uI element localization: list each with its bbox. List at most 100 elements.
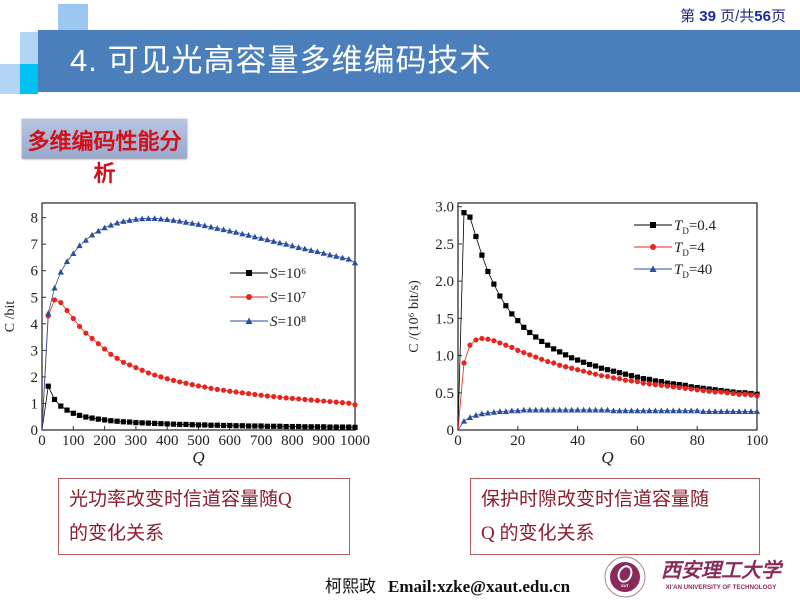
data-point-square bbox=[598, 365, 605, 371]
data-point-circle bbox=[314, 397, 321, 404]
data-point-circle bbox=[664, 383, 670, 389]
data-point-square bbox=[473, 233, 479, 240]
data-point-circle bbox=[321, 398, 327, 404]
data-point-triangle bbox=[532, 406, 539, 413]
data-point-circle bbox=[688, 386, 694, 392]
data-point-triangle bbox=[646, 407, 653, 414]
y-tick-label: 8 bbox=[31, 211, 39, 227]
data-point-triangle bbox=[164, 216, 171, 223]
y-tick-label: 5 bbox=[31, 290, 39, 306]
data-point-triangle bbox=[729, 408, 737, 414]
data-point-circle bbox=[575, 367, 581, 373]
y-tick-label: 0 bbox=[31, 423, 39, 439]
data-point-triangle bbox=[295, 244, 302, 250]
data-point-square bbox=[58, 403, 64, 409]
data-point-triangle bbox=[460, 417, 468, 424]
x-axis-label: Q bbox=[192, 448, 204, 467]
y-tick-label: 3 bbox=[31, 343, 39, 359]
data-point-triangle bbox=[724, 408, 731, 414]
y-tick-label: 4 bbox=[31, 317, 39, 333]
data-point-circle bbox=[214, 386, 220, 392]
data-point-circle bbox=[177, 379, 183, 385]
data-point-triangle bbox=[70, 250, 77, 257]
data-point-triangle bbox=[114, 219, 121, 226]
data-point-circle bbox=[308, 397, 314, 403]
y-axis-label: C /(10⁶ bit/s) bbox=[407, 280, 422, 353]
data-point-circle bbox=[724, 390, 730, 396]
data-point-circle bbox=[604, 373, 611, 380]
data-point-circle bbox=[491, 338, 497, 344]
data-point-triangle bbox=[706, 408, 713, 414]
x-tick-label: 100 bbox=[746, 433, 769, 449]
data-point-triangle bbox=[151, 215, 158, 221]
data-point-circle bbox=[754, 393, 760, 399]
y-tick-label: 3.0 bbox=[435, 200, 454, 216]
data-point-triangle bbox=[592, 406, 599, 413]
data-point-square bbox=[245, 423, 252, 429]
data-point-square bbox=[89, 415, 95, 421]
data-point-circle bbox=[670, 384, 676, 390]
data-point-square bbox=[652, 378, 658, 384]
data-point-triangle bbox=[270, 238, 277, 244]
data-point-circle bbox=[108, 351, 114, 357]
series-line bbox=[41, 217, 356, 431]
data-point-square bbox=[214, 422, 220, 428]
data-point-square bbox=[575, 357, 581, 363]
data-point-circle bbox=[220, 387, 227, 393]
plot-frame bbox=[457, 202, 758, 431]
data-point-square bbox=[202, 422, 208, 428]
data-point-square bbox=[646, 376, 652, 382]
data-point-square bbox=[233, 423, 239, 429]
x-tick-label: 40 bbox=[570, 433, 585, 449]
data-point-square bbox=[461, 210, 467, 216]
legend-label: S=10⁶ bbox=[270, 266, 306, 282]
y-tick-label: 1 bbox=[31, 396, 39, 412]
x-tick-label: 400 bbox=[156, 433, 179, 449]
data-point-square bbox=[314, 424, 321, 430]
data-point-triangle bbox=[472, 412, 480, 418]
data-point-square bbox=[189, 422, 195, 428]
data-point-triangle bbox=[258, 235, 265, 241]
data-point-square bbox=[604, 367, 611, 373]
data-point-circle bbox=[736, 391, 742, 397]
data-point-circle bbox=[580, 368, 587, 374]
data-point-triangle bbox=[628, 407, 635, 414]
data-point-square bbox=[302, 424, 308, 430]
data-point-circle bbox=[158, 374, 164, 380]
data-point-triangle bbox=[182, 219, 190, 225]
university-logo: XUT 西安理工大学 XI'AN UNIVERSITY OF TECHNOLOG… bbox=[604, 556, 784, 598]
data-point-circle bbox=[694, 387, 700, 393]
data-point-square bbox=[616, 370, 623, 376]
data-point-triangle bbox=[245, 317, 253, 324]
data-point-square bbox=[569, 355, 575, 361]
data-point-square bbox=[592, 363, 599, 369]
legend-label: TD=4 bbox=[674, 240, 705, 258]
data-point-square bbox=[485, 268, 491, 275]
series-line bbox=[457, 409, 757, 431]
data-point-circle bbox=[83, 330, 89, 336]
series-0 bbox=[41, 383, 358, 431]
data-point-circle bbox=[95, 341, 101, 347]
data-point-square bbox=[170, 421, 177, 427]
data-point-square bbox=[557, 349, 563, 355]
x-tick-label: 700 bbox=[250, 433, 273, 449]
caption-right-line2: Q 的变化关系 bbox=[481, 523, 595, 544]
data-point-circle bbox=[557, 362, 563, 368]
data-point-square bbox=[120, 419, 126, 425]
data-point-circle bbox=[70, 315, 76, 322]
data-point-square bbox=[670, 381, 676, 387]
data-point-square bbox=[239, 423, 245, 429]
data-point-circle bbox=[473, 337, 479, 343]
data-point-circle bbox=[258, 392, 264, 398]
data-point-circle bbox=[527, 352, 533, 358]
legend-label: TD=0.4 bbox=[674, 218, 717, 236]
data-point-circle bbox=[610, 375, 617, 381]
data-point-circle bbox=[264, 393, 270, 399]
data-point-circle bbox=[189, 382, 195, 388]
data-point-triangle bbox=[132, 216, 139, 222]
data-point-triangle bbox=[478, 410, 486, 417]
page-middle: 页/共 bbox=[715, 8, 755, 25]
data-point-square bbox=[479, 252, 485, 258]
data-point-triangle bbox=[314, 248, 321, 255]
data-point-triangle bbox=[580, 406, 587, 413]
